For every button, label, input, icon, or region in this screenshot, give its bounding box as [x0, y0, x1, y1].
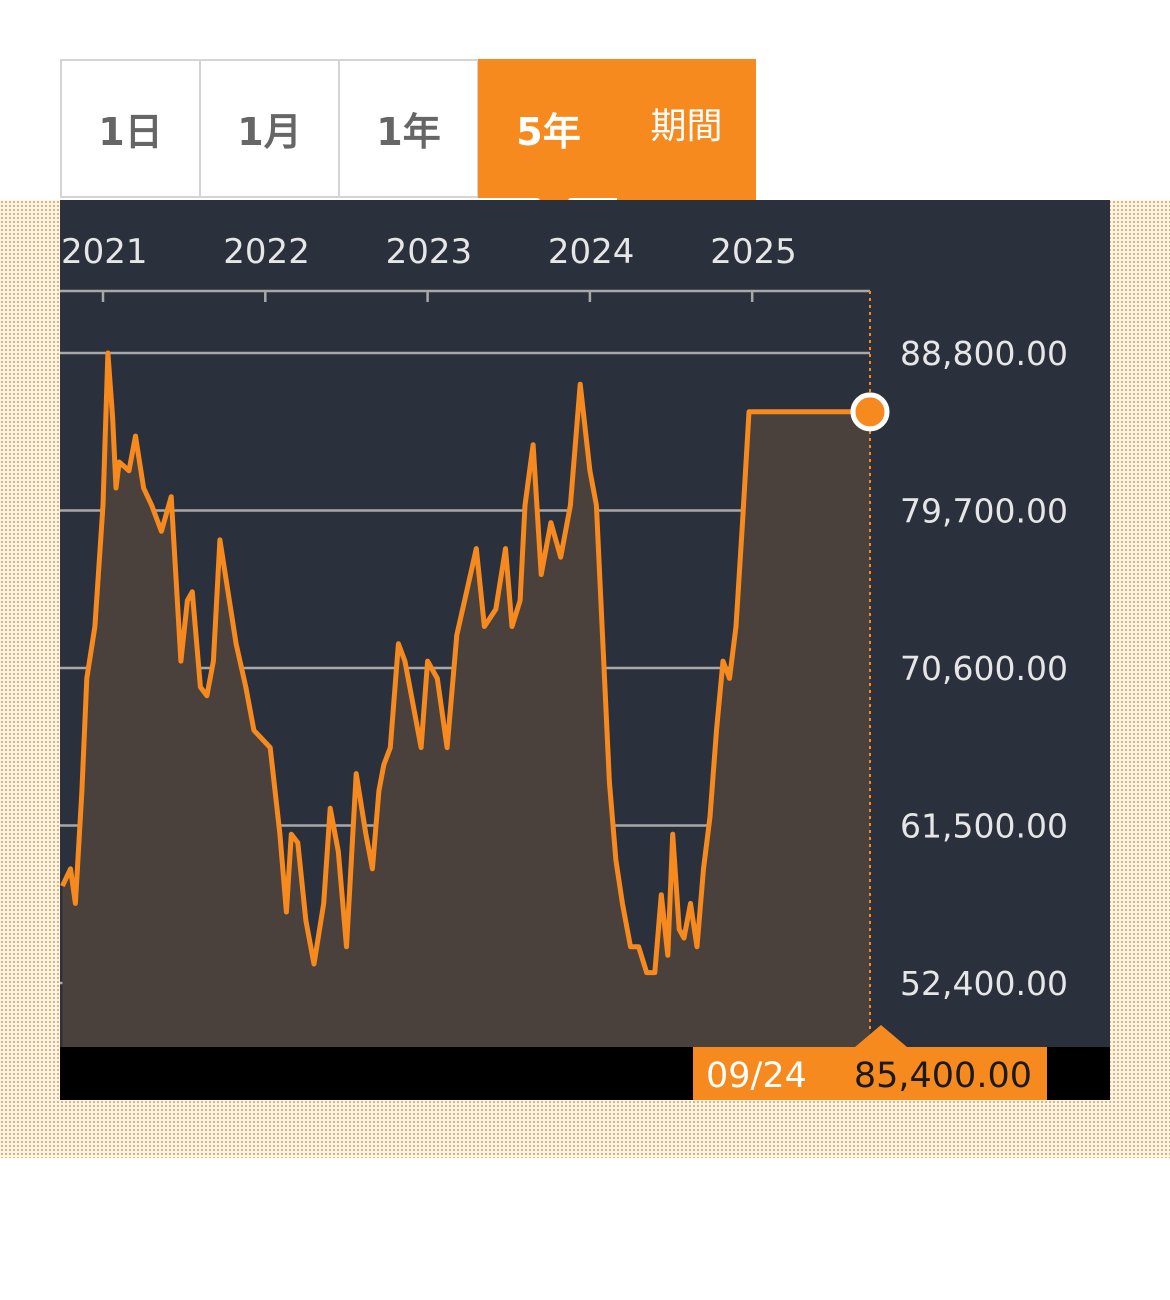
current-point-marker[interactable] [850, 392, 890, 432]
tab-period[interactable]: 期間 [617, 59, 756, 200]
price-area-fill [62, 353, 870, 1047]
y-tick-label-0: 88,800.00 [900, 334, 1068, 373]
tab-5-year[interactable]: 5年 [478, 59, 619, 198]
y-tick-label-3: 61,500.00 [900, 807, 1068, 846]
readout-pointer-icon [855, 1025, 907, 1047]
period-tabs: 1日 1月 1年 5年 期間 [60, 59, 756, 200]
readout-box [693, 1047, 1047, 1100]
y-tick-label-1: 79,700.00 [900, 492, 1068, 531]
tab-1-month[interactable]: 1月 [199, 59, 340, 198]
chart-panel: 2021 2022 2023 2024 2025 88,800.00 79,700.00 7… [60, 200, 1110, 1100]
y-tick-label-4: 52,400.00 [900, 964, 1068, 1003]
x-tick-label-2: 2023 [386, 232, 473, 272]
price-chart[interactable]: 2021 2022 2023 2024 2025 88,800.00 79,700.00 7… [60, 200, 1110, 1100]
readout-date: 09/24 [706, 1056, 807, 1096]
x-tick-label-0: 2021 [61, 232, 148, 272]
x-tick-label-1: 2022 [223, 232, 310, 272]
readout-value: 85,400.00 [854, 1056, 1032, 1096]
tab-1-year[interactable]: 1年 [338, 59, 479, 198]
y-tick-label-2: 70,600.00 [900, 649, 1068, 688]
x-tick-label-4: 2025 [710, 232, 797, 272]
x-axis: 2021 2022 2023 2024 2025 [60, 232, 870, 302]
y-axis: 88,800.00 79,700.00 70,600.00 61,500.00 52,4… [900, 334, 1068, 1003]
x-tick-label-3: 2024 [548, 232, 635, 272]
price-line [60, 350, 872, 976]
tab-1-day[interactable]: 1日 [60, 59, 201, 198]
